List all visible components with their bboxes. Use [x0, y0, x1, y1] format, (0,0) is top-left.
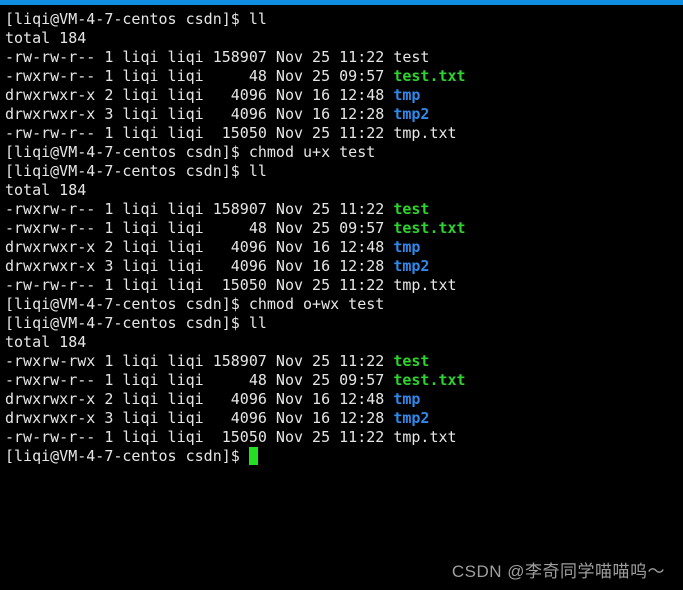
terminal-text: -rw-rw-r-- 1 liqi liqi 15050 Nov 25 11:2…	[5, 428, 457, 446]
terminal-line: -rwxrw-r-- 1 liqi liqi 48 Nov 25 09:57 t…	[5, 67, 683, 86]
terminal-text: tmp	[393, 238, 421, 256]
terminal-text: [liqi@VM-4-7-centos csdn]$	[5, 447, 249, 465]
terminal-text: drwxrwxr-x 3 liqi liqi 4096 Nov 16 12:28	[5, 409, 394, 427]
terminal-text: drwxrwxr-x 3 liqi liqi 4096 Nov 16 12:28	[5, 105, 394, 123]
terminal-line: [liqi@VM-4-7-centos csdn]$ chmod u+x tes…	[5, 143, 683, 162]
terminal-text: [liqi@VM-4-7-centos csdn]$ ll	[5, 10, 267, 28]
terminal-line: total 184	[5, 333, 683, 352]
terminal-cursor	[248, 447, 258, 465]
terminal-text: test	[393, 200, 430, 218]
terminal-line: drwxrwxr-x 2 liqi liqi 4096 Nov 16 12:48…	[5, 390, 683, 409]
terminal-text: -rwxrw-r-- 1 liqi liqi 48 Nov 25 09:57	[5, 371, 394, 389]
terminal-text: [liqi@VM-4-7-centos csdn]$ chmod u+x tes…	[5, 143, 376, 161]
terminal-text: -rwxrw-r-- 1 liqi liqi 158907 Nov 25 11:…	[5, 200, 394, 218]
terminal-line: drwxrwxr-x 3 liqi liqi 4096 Nov 16 12:28…	[5, 257, 683, 276]
terminal-text: -rw-rw-r-- 1 liqi liqi 158907 Nov 25 11:…	[5, 48, 430, 66]
terminal-line: -rwxrw-r-- 1 liqi liqi 48 Nov 25 09:57 t…	[5, 371, 683, 390]
terminal-text: drwxrwxr-x 3 liqi liqi 4096 Nov 16 12:28	[5, 257, 394, 275]
terminal-text: [liqi@VM-4-7-centos csdn]$ ll	[5, 314, 267, 332]
terminal-text: drwxrwxr-x 2 liqi liqi 4096 Nov 16 12:48	[5, 390, 394, 408]
terminal-line: drwxrwxr-x 2 liqi liqi 4096 Nov 16 12:48…	[5, 238, 683, 257]
terminal-text: -rwxrw-r-- 1 liqi liqi 48 Nov 25 09:57	[5, 67, 394, 85]
terminal-line: total 184	[5, 181, 683, 200]
window-top-border	[0, 0, 683, 5]
terminal-line: [liqi@VM-4-7-centos csdn]$ ll	[5, 10, 683, 29]
terminal-text: tmp	[393, 86, 421, 104]
terminal-line: -rwxrw-r-- 1 liqi liqi 48 Nov 25 09:57 t…	[5, 219, 683, 238]
terminal-text: total 184	[5, 181, 87, 199]
terminal-text: test.txt	[393, 67, 466, 85]
terminal-text: -rwxrw-r-- 1 liqi liqi 48 Nov 25 09:57	[5, 219, 394, 237]
terminal-text: drwxrwxr-x 2 liqi liqi 4096 Nov 16 12:48	[5, 86, 394, 104]
terminal-line: [liqi@VM-4-7-centos csdn]$ ll	[5, 162, 683, 181]
terminal-line: drwxrwxr-x 2 liqi liqi 4096 Nov 16 12:48…	[5, 86, 683, 105]
terminal-text: tmp2	[393, 257, 430, 275]
terminal-text: drwxrwxr-x 2 liqi liqi 4096 Nov 16 12:48	[5, 238, 394, 256]
terminal-text: -rw-rw-r-- 1 liqi liqi 15050 Nov 25 11:2…	[5, 124, 457, 142]
terminal-text: test	[393, 352, 430, 370]
terminal-line: [liqi@VM-4-7-centos csdn]$ chmod o+wx te…	[5, 295, 683, 314]
terminal-line: [liqi@VM-4-7-centos csdn]$	[5, 447, 683, 466]
terminal-text: tmp	[393, 390, 421, 408]
terminal-text: tmp2	[393, 105, 430, 123]
terminal-line: -rw-rw-r-- 1 liqi liqi 15050 Nov 25 11:2…	[5, 124, 683, 143]
terminal-line: -rw-rw-r-- 1 liqi liqi 15050 Nov 25 11:2…	[5, 428, 683, 447]
terminal-text: -rw-rw-r-- 1 liqi liqi 15050 Nov 25 11:2…	[5, 276, 457, 294]
terminal-text: [liqi@VM-4-7-centos csdn]$ chmod o+wx te…	[5, 295, 385, 313]
terminal-line: [liqi@VM-4-7-centos csdn]$ ll	[5, 314, 683, 333]
csdn-watermark: CSDN @李奇同学喵喵呜～	[451, 562, 665, 581]
terminal-screen[interactable]: [liqi@VM-4-7-centos csdn]$ ll total 184 -r…	[0, 5, 683, 466]
terminal-text: test.txt	[393, 371, 466, 389]
terminal-text: [liqi@VM-4-7-centos csdn]$ ll	[5, 162, 267, 180]
terminal-text: test.txt	[393, 219, 466, 237]
terminal-text: -rwxrw-rwx 1 liqi liqi 158907 Nov 25 11:…	[5, 352, 394, 370]
terminal-line: -rwxrw-rwx 1 liqi liqi 158907 Nov 25 11:…	[5, 352, 683, 371]
terminal-line: -rw-rw-r-- 1 liqi liqi 15050 Nov 25 11:2…	[5, 276, 683, 295]
terminal-line: -rwxrw-r-- 1 liqi liqi 158907 Nov 25 11:…	[5, 200, 683, 219]
terminal-line: -rw-rw-r-- 1 liqi liqi 158907 Nov 25 11:…	[5, 48, 683, 67]
terminal-line: drwxrwxr-x 3 liqi liqi 4096 Nov 16 12:28…	[5, 105, 683, 124]
terminal-line: total 184	[5, 29, 683, 48]
terminal-text: total 184	[5, 29, 87, 47]
terminal-text: total 184	[5, 333, 87, 351]
terminal-line: drwxrwxr-x 3 liqi liqi 4096 Nov 16 12:28…	[5, 409, 683, 428]
terminal-text: tmp2	[393, 409, 430, 427]
